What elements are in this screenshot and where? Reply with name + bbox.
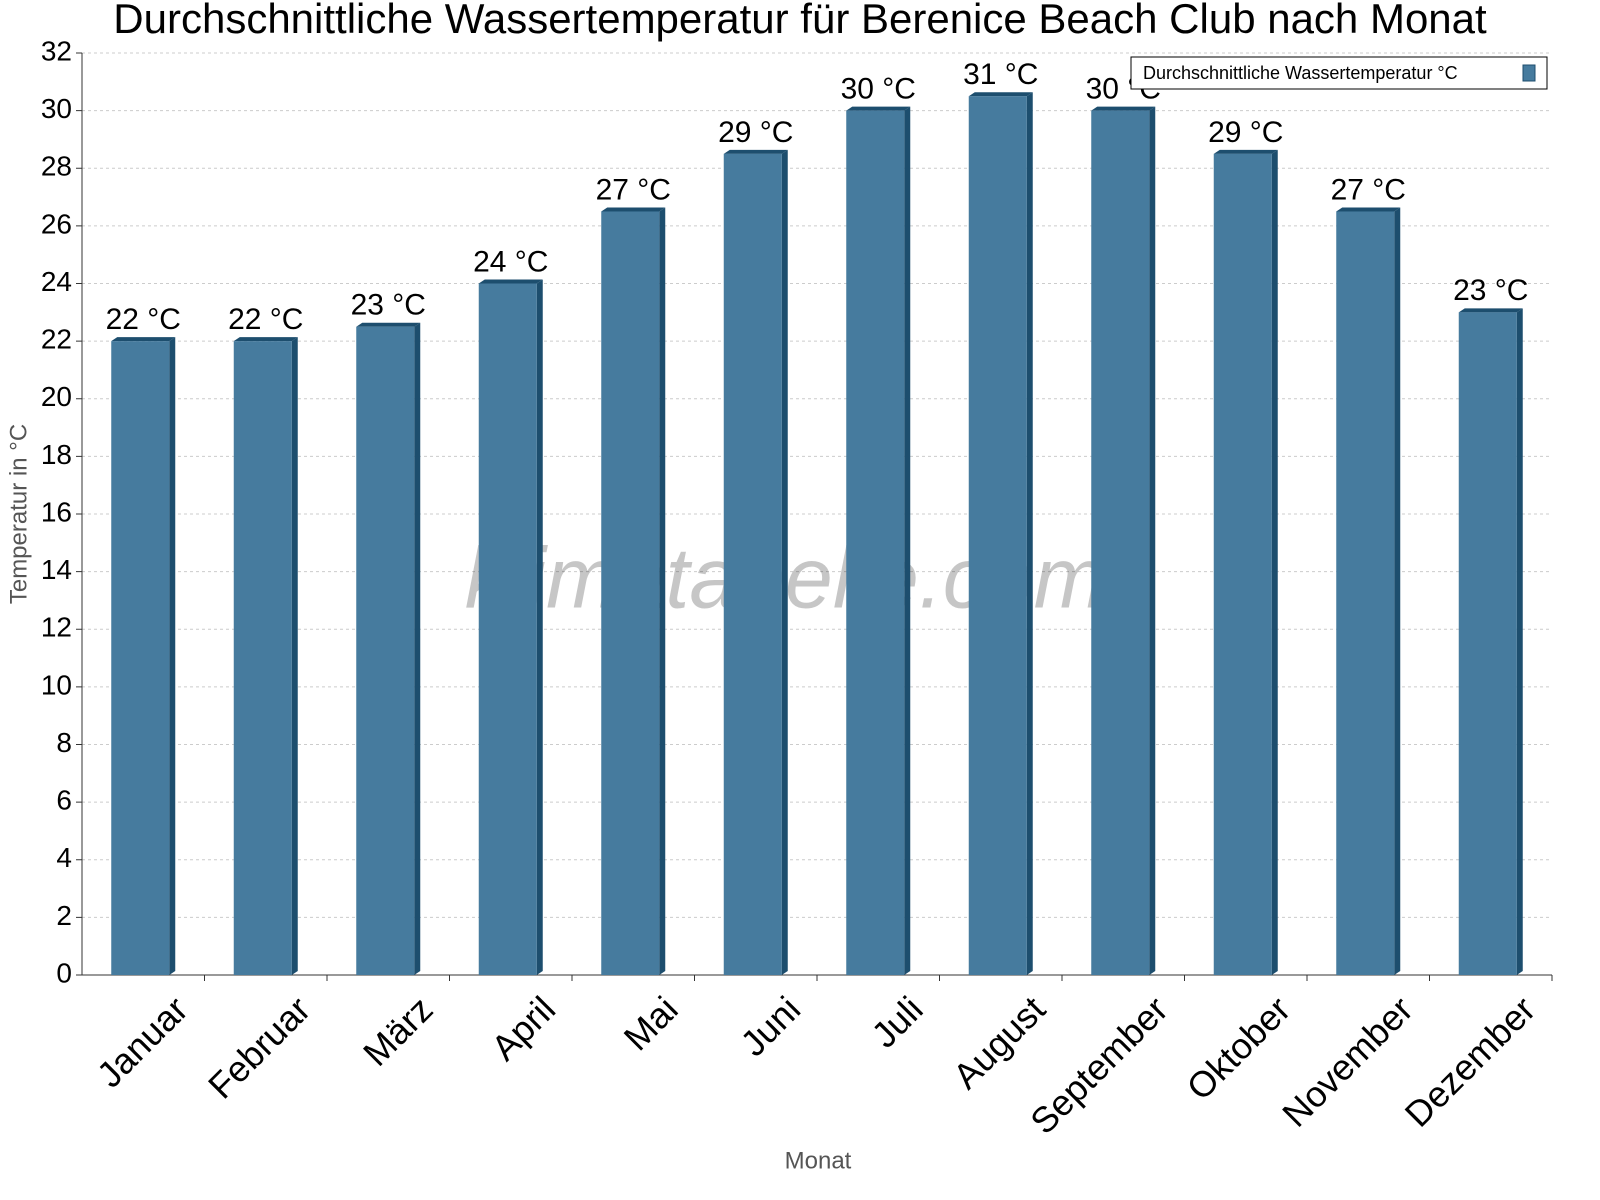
bar-group: [1458, 308, 1523, 975]
bar-top: [356, 322, 421, 327]
bar-group: [846, 106, 911, 975]
y-tick-label: 12: [41, 612, 72, 643]
bar-group: [723, 149, 788, 975]
bar-side: [536, 279, 543, 975]
bar-group: [1091, 106, 1156, 975]
bar: [356, 326, 415, 975]
bar-side: [1516, 308, 1523, 975]
bar-group: [601, 207, 666, 975]
data-label: 23 °C: [1453, 274, 1528, 307]
x-tick-label: November: [1274, 988, 1420, 1134]
x-tick-label: Dezember: [1397, 988, 1543, 1134]
y-tick-label: 14: [41, 554, 72, 585]
bar-top: [846, 106, 911, 111]
y-tick-label: 32: [41, 35, 72, 66]
x-tick-label: Juli: [863, 988, 930, 1055]
y-tick-label: 0: [56, 957, 72, 988]
data-label: 22 °C: [228, 303, 303, 336]
bar: [1213, 153, 1272, 975]
x-tick-label: Oktober: [1179, 988, 1299, 1108]
bar-side: [169, 337, 176, 975]
data-label: 22 °C: [106, 303, 181, 336]
x-tick-label: Februar: [200, 988, 318, 1106]
data-label: 30 °C: [841, 73, 916, 106]
data-label: 23 °C: [351, 289, 426, 322]
y-tick-label: 10: [41, 669, 72, 700]
bar-top: [478, 279, 543, 284]
bar: [1458, 312, 1517, 975]
x-tick-label: März: [355, 988, 441, 1074]
data-label: 24 °C: [473, 245, 548, 278]
bar-side: [781, 149, 788, 975]
bar-top: [1091, 106, 1156, 111]
x-tick-label: Juni: [732, 988, 808, 1064]
bar-group: [1213, 149, 1278, 975]
legend: Durchschnittliche Wassertemperatur °C: [1130, 56, 1548, 90]
x-tick-label: Januar: [89, 988, 196, 1095]
bar-top: [968, 92, 1033, 97]
bar: [846, 110, 905, 975]
bar: [233, 341, 292, 975]
y-tick-label: 22: [41, 324, 72, 355]
y-tick-label: 8: [56, 727, 72, 758]
bar-group: [356, 322, 421, 975]
bar: [1091, 110, 1150, 975]
legend-label: Durchschnittliche Wassertemperatur °C: [1143, 63, 1458, 83]
legend-swatch: [1522, 64, 1536, 82]
bar-group: [111, 337, 176, 975]
data-label: 27 °C: [596, 173, 671, 206]
bar-top: [723, 149, 788, 154]
bar-side: [1026, 92, 1033, 975]
chart-title: Durchschnittliche Wassertemperatur für B…: [113, 0, 1487, 42]
bar-group: [233, 337, 298, 975]
y-tick-label: 4: [56, 842, 72, 873]
y-tick-label: 2: [56, 900, 72, 931]
bar-side: [904, 106, 911, 975]
bar-top: [1213, 149, 1278, 154]
bar-side: [291, 337, 298, 975]
bar: [601, 211, 660, 975]
y-tick-label: 18: [41, 439, 72, 470]
bar-group: [1336, 207, 1401, 975]
bar-top: [111, 337, 176, 342]
y-tick-label: 24: [41, 266, 72, 297]
bar-top: [1458, 308, 1523, 313]
y-tick-label: 30: [41, 93, 72, 124]
bar: [1336, 211, 1395, 975]
bar-group: [968, 92, 1033, 975]
bar-top: [1336, 207, 1401, 212]
bar-side: [659, 207, 666, 975]
bar-side: [414, 322, 421, 975]
data-label: 27 °C: [1331, 173, 1406, 206]
x-tick-label: August: [945, 988, 1053, 1096]
x-tick-label: April: [483, 988, 563, 1068]
data-label: 29 °C: [718, 116, 793, 149]
y-tick-label: 16: [41, 496, 72, 527]
bar: [478, 283, 537, 975]
bar-top: [233, 337, 298, 342]
data-label: 31 °C: [963, 58, 1038, 91]
bar: [968, 96, 1027, 975]
bar: [111, 341, 170, 975]
bar: [723, 153, 782, 975]
y-tick-label: 28: [41, 151, 72, 182]
bar-side: [1271, 149, 1278, 975]
bar-top: [601, 207, 666, 212]
bar-side: [1394, 207, 1401, 975]
bar-side: [1149, 106, 1156, 975]
y-axis-label: Temperatur in °C: [5, 424, 32, 604]
y-tick-label: 6: [56, 785, 72, 816]
bar-group: [478, 279, 543, 975]
x-tick-label: Mai: [616, 988, 686, 1058]
x-axis-label: Monat: [785, 1147, 852, 1174]
legend-box: [1130, 56, 1548, 90]
y-tick-label: 20: [41, 381, 72, 412]
data-label: 29 °C: [1208, 116, 1283, 149]
y-tick-label: 26: [41, 208, 72, 239]
